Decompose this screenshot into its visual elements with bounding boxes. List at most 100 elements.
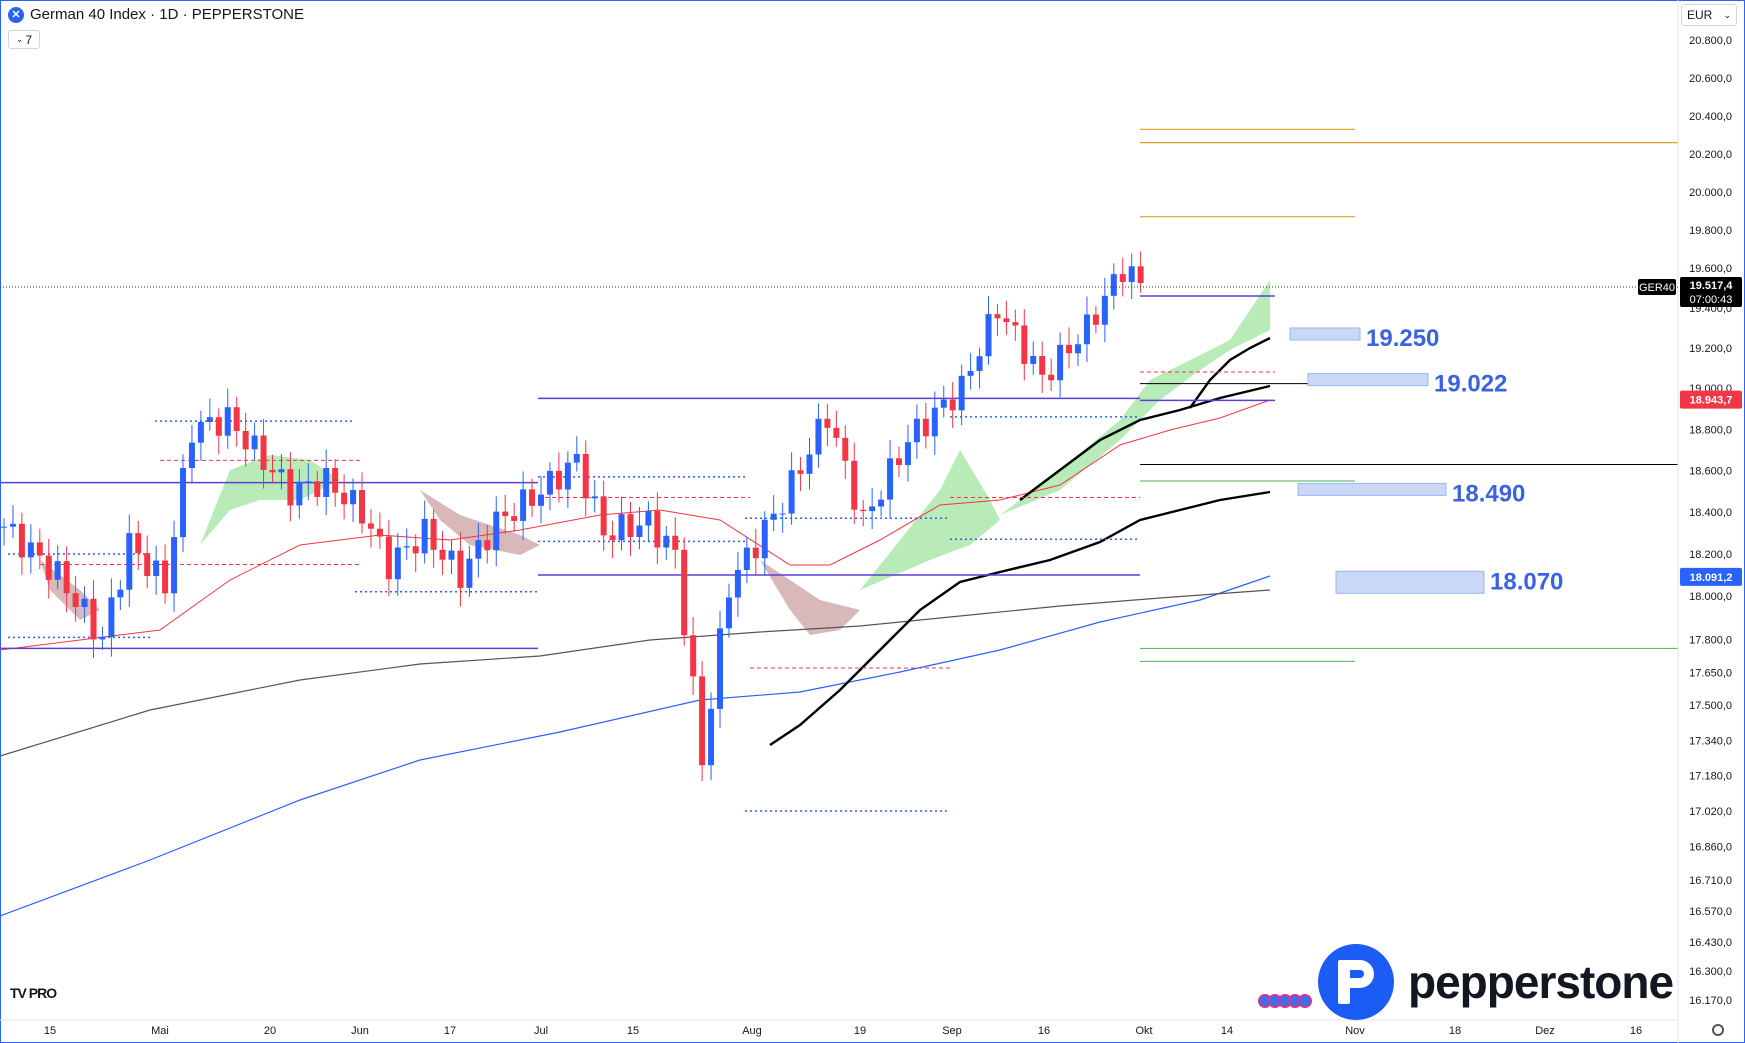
pepperstone-wave-icon bbox=[1258, 994, 1312, 1008]
candle-body bbox=[126, 533, 133, 590]
candle-body bbox=[135, 533, 142, 554]
candle-body bbox=[1128, 266, 1135, 282]
time-tick-label: Mai bbox=[151, 1025, 169, 1037]
candle-body bbox=[1039, 356, 1046, 375]
time-axis: 15 Mai 20 Jun 17 Jul 15 Aug 19 Sep 16 Okt 14 Nov 18 Dez… bbox=[0, 1019, 1678, 1037]
symbol-logo-icon: ✕ bbox=[8, 6, 24, 23]
key-level-label: 19.250 bbox=[1366, 325, 1439, 352]
candle-body bbox=[296, 481, 303, 506]
candle-body bbox=[699, 676, 706, 766]
indicator-toggle-button[interactable]: ⌄ 7 bbox=[8, 30, 40, 49]
candle-body bbox=[627, 514, 634, 538]
time-tick-label: 15 bbox=[627, 1025, 639, 1037]
candle-body bbox=[913, 418, 920, 443]
price-tick-label: 20.400,0 bbox=[1689, 111, 1732, 123]
pepperstone-brand: pepperstone bbox=[1318, 944, 1674, 1020]
key-level-box bbox=[1289, 327, 1361, 341]
candle-body bbox=[1048, 374, 1055, 381]
price-tick-label: 18.200,0 bbox=[1689, 549, 1732, 561]
price-tick-label: 17.800,0 bbox=[1689, 635, 1732, 647]
price-tick-label: 19.800,0 bbox=[1689, 225, 1732, 237]
candle-body bbox=[752, 547, 759, 559]
time-tick-label: 20 bbox=[264, 1025, 276, 1037]
candle-body bbox=[1083, 314, 1090, 345]
candle-body bbox=[681, 549, 688, 636]
candle-body bbox=[663, 535, 670, 548]
candle-body bbox=[878, 499, 885, 507]
key-level-boxes: 19.250 19.022 18.490 18.070 bbox=[1289, 325, 1563, 595]
tradingview-logo[interactable]: TV PRO bbox=[10, 985, 57, 1001]
candle-body bbox=[904, 442, 911, 466]
candle-body bbox=[708, 708, 715, 766]
candle-body bbox=[645, 510, 652, 526]
candle-body bbox=[922, 418, 929, 437]
candle-body bbox=[654, 510, 661, 548]
candle-body bbox=[940, 399, 947, 408]
candle-body bbox=[564, 462, 571, 490]
chart-header[interactable]: ✕ German 40 Index · 1D · PEPPERSTONE bbox=[8, 6, 304, 23]
candle-body bbox=[475, 540, 482, 559]
candle-body bbox=[1, 526, 7, 528]
price-tick-label: 20.000,0 bbox=[1689, 187, 1732, 199]
candle-body bbox=[1012, 322, 1019, 326]
candle-body bbox=[1075, 344, 1081, 354]
price-tick-label: 16.170,0 bbox=[1689, 995, 1732, 1007]
candle-body bbox=[117, 589, 124, 598]
candle-body bbox=[725, 597, 732, 629]
time-tick-label: 17 bbox=[444, 1025, 456, 1037]
currency-selector[interactable]: EUR ⌄ bbox=[1681, 4, 1737, 26]
candle-body bbox=[869, 506, 876, 512]
candle-body bbox=[860, 509, 867, 512]
candle-body bbox=[233, 407, 240, 431]
currency-label: EUR bbox=[1687, 8, 1713, 22]
price-tick-label: 16.570,0 bbox=[1689, 906, 1732, 918]
price-tick-label: 17.020,0 bbox=[1689, 806, 1732, 818]
price-tick-label: 19.200,0 bbox=[1689, 343, 1732, 355]
candle-body bbox=[90, 598, 97, 640]
candle-body bbox=[842, 437, 849, 461]
candle-body bbox=[761, 519, 768, 559]
candle-body bbox=[27, 542, 34, 558]
candle-body bbox=[1092, 314, 1099, 325]
candle-body bbox=[376, 528, 383, 537]
candle-body bbox=[538, 494, 544, 506]
symbol-title: German 40 Index · 1D · PEPPERSTONE bbox=[30, 6, 304, 23]
candle-body bbox=[717, 628, 723, 709]
time-tick-label: 16 bbox=[1038, 1025, 1050, 1037]
price-label-tag bbox=[1680, 567, 1742, 586]
last-price-tag bbox=[1680, 277, 1742, 307]
candle-body bbox=[511, 516, 518, 521]
candle-body bbox=[430, 518, 437, 550]
candle-body bbox=[546, 470, 553, 495]
price-tick-label: 16.710,0 bbox=[1689, 875, 1732, 887]
candle-body bbox=[171, 537, 178, 594]
gear-icon[interactable] bbox=[1712, 1024, 1724, 1036]
candle-body bbox=[215, 417, 222, 436]
price-label-tag bbox=[1680, 390, 1742, 409]
pepperstone-logo-icon bbox=[1318, 944, 1394, 1020]
price-tick-label: 16.430,0 bbox=[1689, 937, 1732, 949]
price-tick-label: 17.500,0 bbox=[1689, 700, 1732, 712]
candle-body bbox=[600, 496, 607, 536]
candle-body bbox=[743, 547, 750, 570]
candle-body bbox=[1066, 344, 1073, 354]
candle-body bbox=[457, 550, 464, 588]
indicator-count: 7 bbox=[25, 32, 33, 47]
key-level-box bbox=[1307, 373, 1429, 387]
key-level-box bbox=[1335, 570, 1485, 594]
countdown: 07:00:43 bbox=[1690, 294, 1733, 306]
time-tick-label: 14 bbox=[1221, 1025, 1233, 1037]
pepperstone-wordmark: pepperstone bbox=[1408, 956, 1674, 1008]
candle-body bbox=[573, 453, 580, 463]
candle-body bbox=[672, 535, 679, 550]
candle-body bbox=[1119, 274, 1126, 282]
candle-body bbox=[958, 375, 965, 411]
candle-body bbox=[197, 422, 204, 443]
price-tick-label: 20.800,0 bbox=[1689, 35, 1732, 47]
candle-body bbox=[797, 470, 804, 474]
candle-body bbox=[251, 435, 258, 450]
price-label-value: 18.943,7 bbox=[1690, 395, 1733, 407]
candle-body bbox=[994, 314, 1001, 319]
